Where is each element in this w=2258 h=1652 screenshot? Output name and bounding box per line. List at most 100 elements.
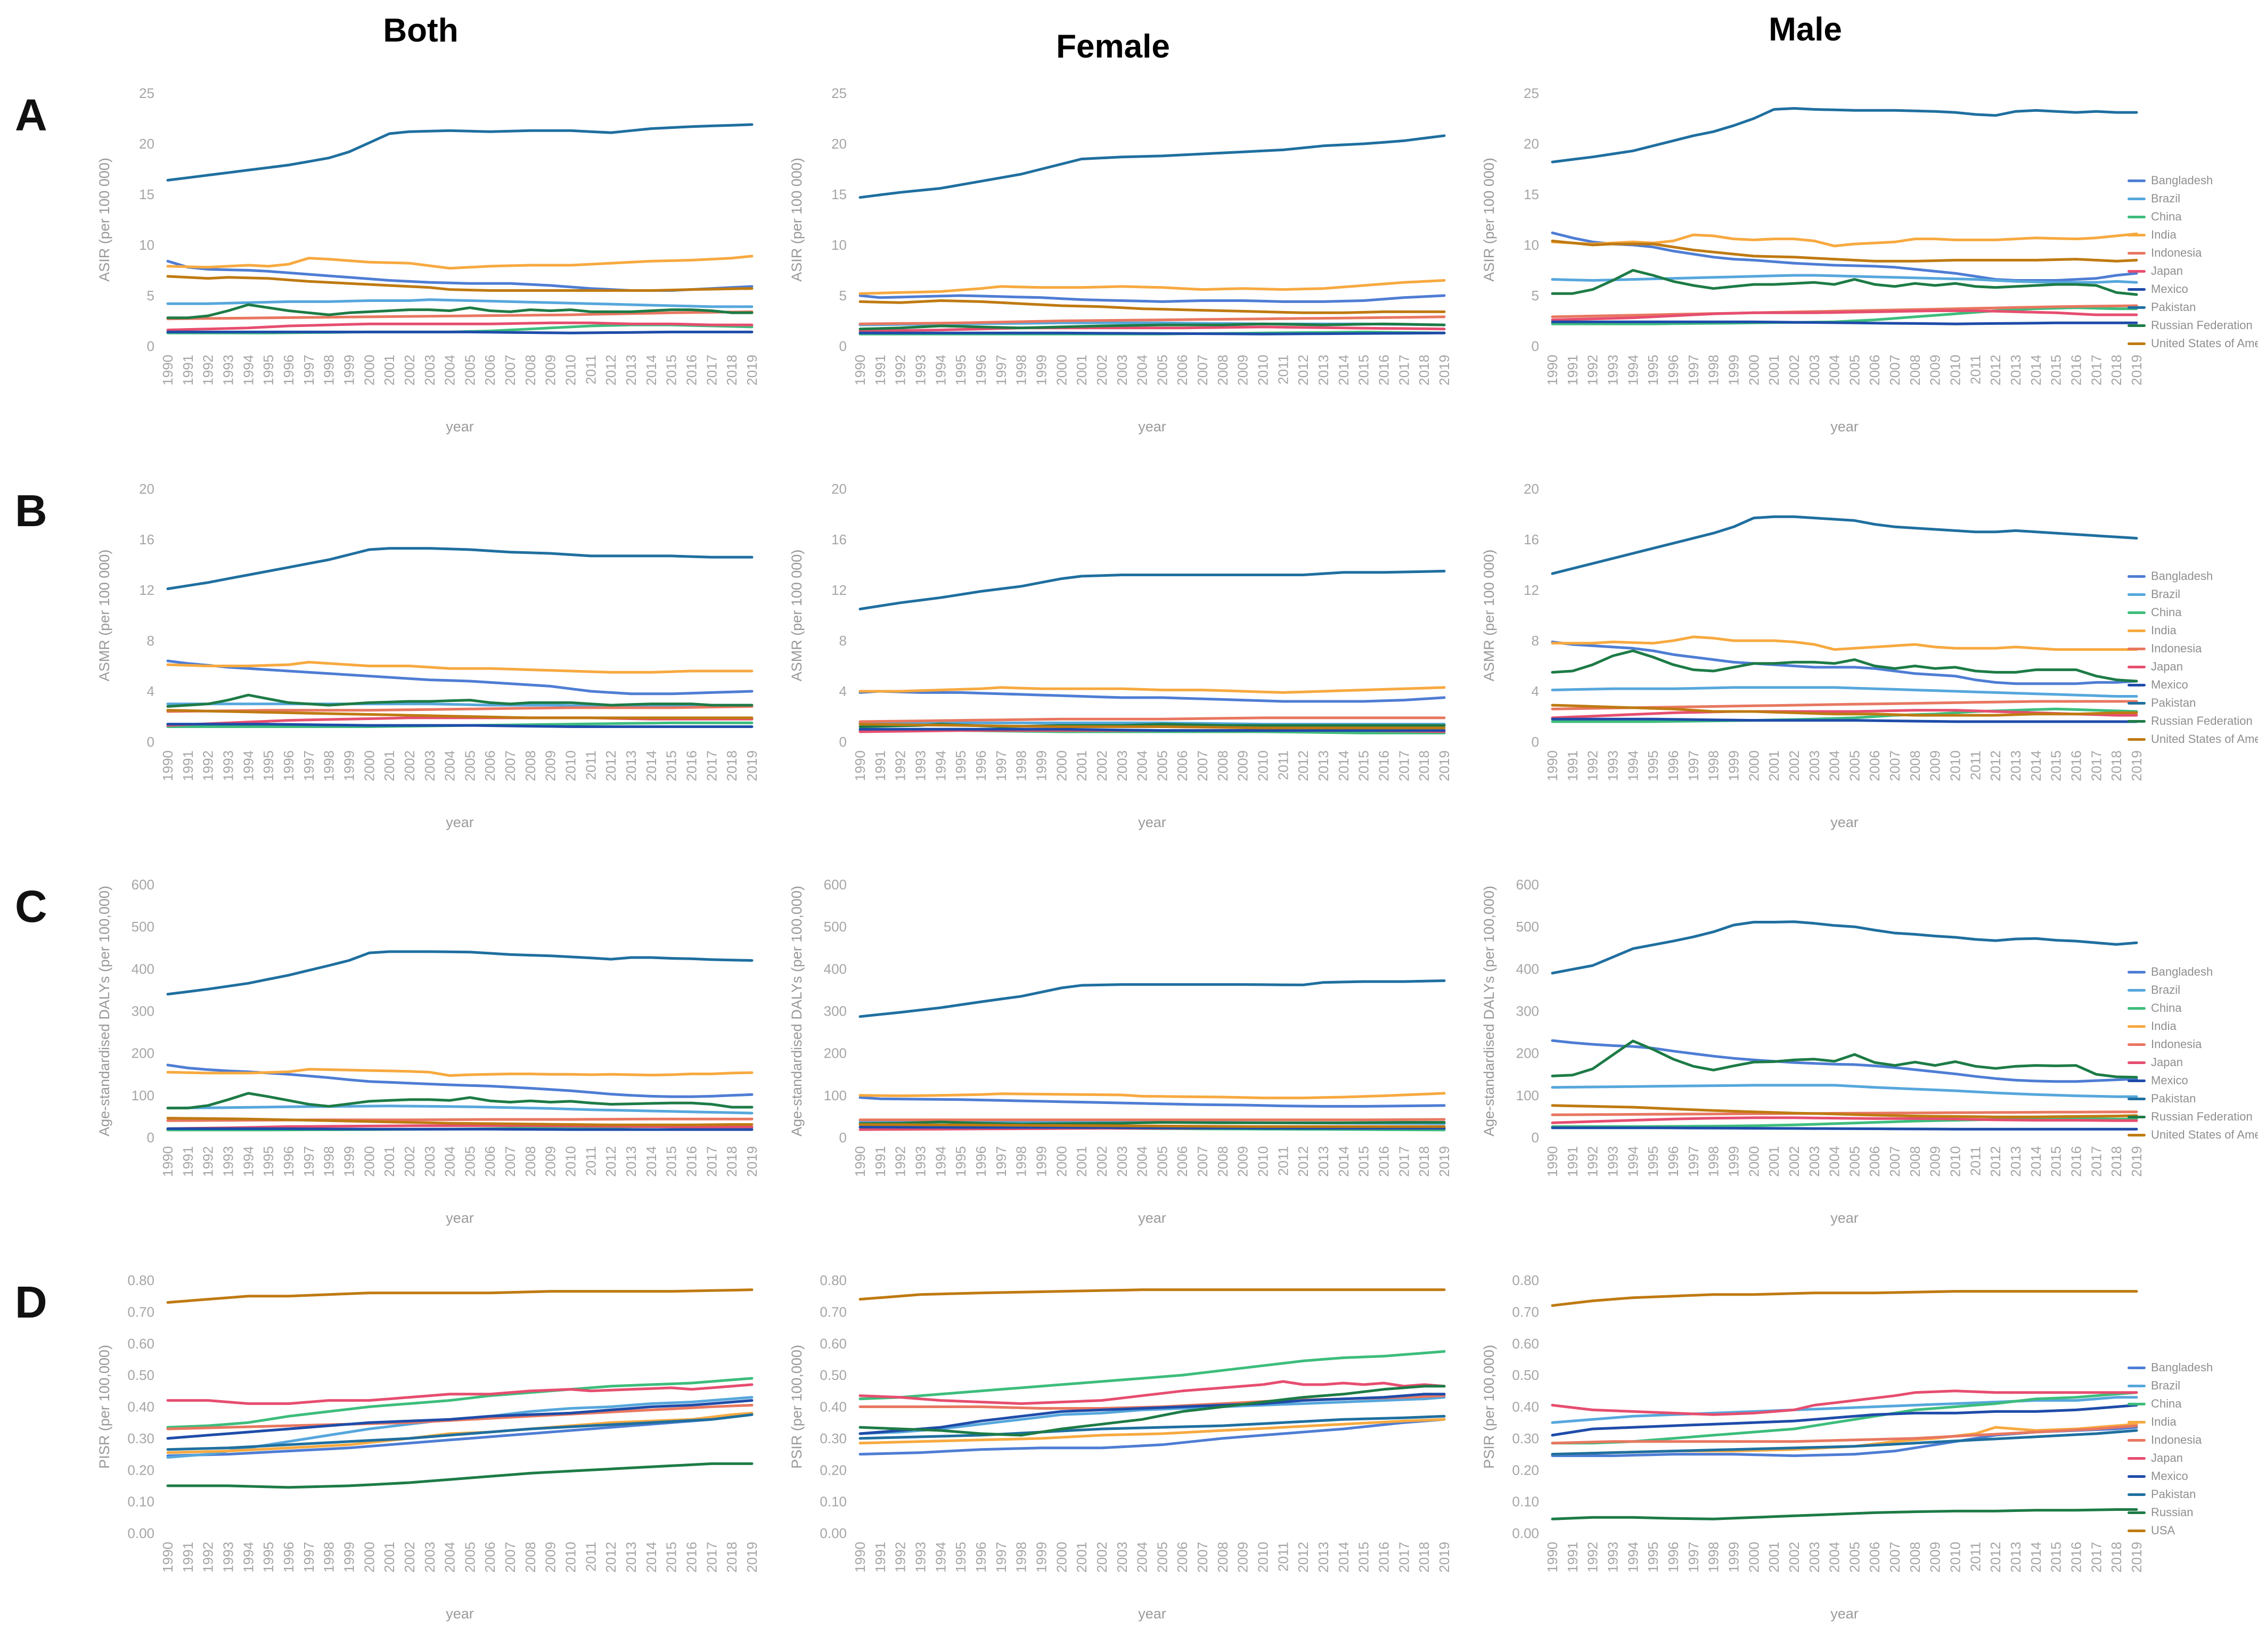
y-tick-label: 0.40 [820, 1399, 847, 1415]
y-tick-label: 0.50 [820, 1367, 847, 1383]
x-tick-label: 1997 [1686, 1542, 1701, 1573]
legend-swatch-pakistan [2128, 701, 2146, 705]
y-tick-label: 600 [824, 877, 847, 893]
x-tick-label: 2005 [1154, 1542, 1170, 1573]
legend-swatch-indonesia [2128, 1043, 2146, 1046]
x-tick-label: 1996 [973, 355, 989, 386]
x-tick-label: 2009 [1235, 1146, 1251, 1177]
y-tick-label: 100 [1516, 1087, 1539, 1103]
x-tick-label: 1993 [1605, 1542, 1621, 1573]
series-line-russia [1551, 1040, 2138, 1079]
x-tick-label: 2015 [1356, 1146, 1372, 1177]
x-tick-label: 1991 [180, 1542, 196, 1573]
x-tick-label: 2003 [1114, 1542, 1130, 1573]
x-tick-label: 2007 [1195, 1542, 1210, 1573]
chart-c-female: 0 100 200 300 400 500 600 1990 1991 1992 1993 1994 1… [789, 877, 1452, 1226]
x-tick-label: 1993 [912, 1542, 928, 1573]
series-line-mexico [858, 1393, 1446, 1435]
series-line-pakistan [1551, 107, 2138, 163]
legend-swatch-indonesia [2128, 1438, 2146, 1442]
x-tick-label: 1991 [872, 1146, 888, 1177]
y-tick-label: 0 [147, 338, 154, 354]
x-tick-label: 2016 [2068, 1146, 2084, 1177]
series-line-indonesia [858, 1118, 1446, 1122]
y-tick-label: 10 [1524, 237, 1539, 253]
series-line-bangladesh [858, 1096, 1446, 1108]
legend-swatch-mexico [2128, 1475, 2146, 1478]
x-tick-label: 1993 [1605, 1146, 1621, 1177]
series-line-brazil [166, 1105, 754, 1115]
x-axis-title: year [446, 1210, 474, 1226]
legend-item-japan: Japan [2128, 262, 2258, 280]
x-tick-label: 1999 [1725, 750, 1741, 781]
x-tick-label: 1990 [160, 1542, 176, 1573]
x-tick-label: 1998 [1013, 1146, 1029, 1177]
legend-swatch-russia [2128, 324, 2146, 327]
x-tick-label: 1996 [973, 750, 989, 781]
y-tick-label: 20 [831, 136, 847, 152]
x-tick-label: 2010 [563, 750, 579, 781]
x-tick-label: 1992 [1585, 1542, 1601, 1573]
legend-label-bangladesh: Bangladesh [2151, 1361, 2213, 1374]
legend-item-bangladesh: Bangladesh [2128, 963, 2258, 981]
x-tick-label: 2005 [1846, 750, 1862, 781]
series-line-india [166, 660, 754, 674]
chart-d-both: 0.00 0.10 0.20 0.30 0.40 0.50 0.60 0.70 0.80 1990… [96, 1272, 760, 1622]
legend-label-russia: Russian Federation [2151, 318, 2253, 332]
x-tick-label: 2014 [2028, 750, 2044, 781]
x-tick-label: 2000 [361, 355, 377, 386]
legend-item-india: India [2128, 621, 2258, 640]
x-tick-label: 1990 [160, 1146, 176, 1177]
x-tick-label: 2014 [1336, 355, 1352, 386]
y-tick-label: 0.80 [1512, 1272, 1539, 1288]
series-line-bangladesh [1551, 231, 2138, 282]
x-tick-label: 2005 [1154, 750, 1170, 781]
x-tick-label: 2005 [1846, 1146, 1862, 1177]
x-tick-label: 2011 [1967, 1542, 1983, 1572]
x-tick-label: 1994 [1625, 1146, 1641, 1177]
x-tick-label: 2013 [2008, 1542, 2024, 1573]
x-tick-label: 1994 [240, 1146, 256, 1177]
x-tick-label: 2003 [422, 1146, 438, 1177]
y-tick-label: 4 [147, 683, 154, 699]
series-line-china [166, 1377, 754, 1429]
x-tick-label: 2010 [1948, 750, 1964, 781]
x-tick-label: 2007 [1195, 750, 1210, 781]
x-tick-label: 1992 [893, 750, 909, 781]
legend-item-pakistan: Pakistan [2128, 694, 2258, 712]
x-tick-label: 2002 [1786, 750, 1802, 781]
x-tick-label: 1998 [1013, 1542, 1029, 1573]
y-tick-label: 0.70 [820, 1304, 847, 1320]
x-tick-label: 2014 [2028, 1542, 2044, 1573]
x-tick-label: 1999 [341, 1542, 357, 1573]
series-line-bangladesh [1551, 640, 2138, 685]
legend-swatch-japan [2128, 1457, 2146, 1460]
y-tick-label: 0 [839, 338, 847, 354]
series-line-japan [1551, 1116, 2138, 1124]
y-tick-label: 0 [1532, 338, 1539, 354]
y-tick-label: 20 [1524, 481, 1539, 497]
x-tick-label: 2014 [1336, 1542, 1352, 1573]
x-tick-label: 2004 [1134, 1146, 1150, 1177]
x-tick-label: 1996 [973, 1542, 989, 1573]
series-line-russia [1551, 269, 2138, 296]
y-tick-label: 0 [1532, 734, 1539, 750]
x-tick-label: 2015 [664, 1542, 680, 1573]
x-tick-label: 2013 [1315, 1542, 1331, 1573]
series-line-mexico [1551, 717, 2138, 723]
x-tick-label: 2004 [1827, 1542, 1843, 1573]
legend-item-mexico: Mexico [2128, 280, 2258, 298]
series-line-russia [166, 693, 754, 708]
x-tick-label: 2001 [381, 1542, 397, 1573]
x-tick-label: 1999 [341, 1146, 357, 1177]
series-line-japan [166, 1124, 754, 1130]
y-tick-label: 0 [839, 1130, 847, 1146]
x-tick-label: 2015 [1356, 355, 1372, 386]
x-tick-label: 2009 [1927, 1146, 1943, 1177]
y-tick-label: 0.60 [127, 1336, 154, 1352]
x-tick-label: 2006 [1174, 1146, 1190, 1177]
legend-row-b: Bangladesh Brazil China India Indonesia Japan… [2128, 567, 2258, 748]
x-tick-label: 1999 [1033, 1542, 1049, 1573]
series-line-indonesia [166, 310, 754, 321]
